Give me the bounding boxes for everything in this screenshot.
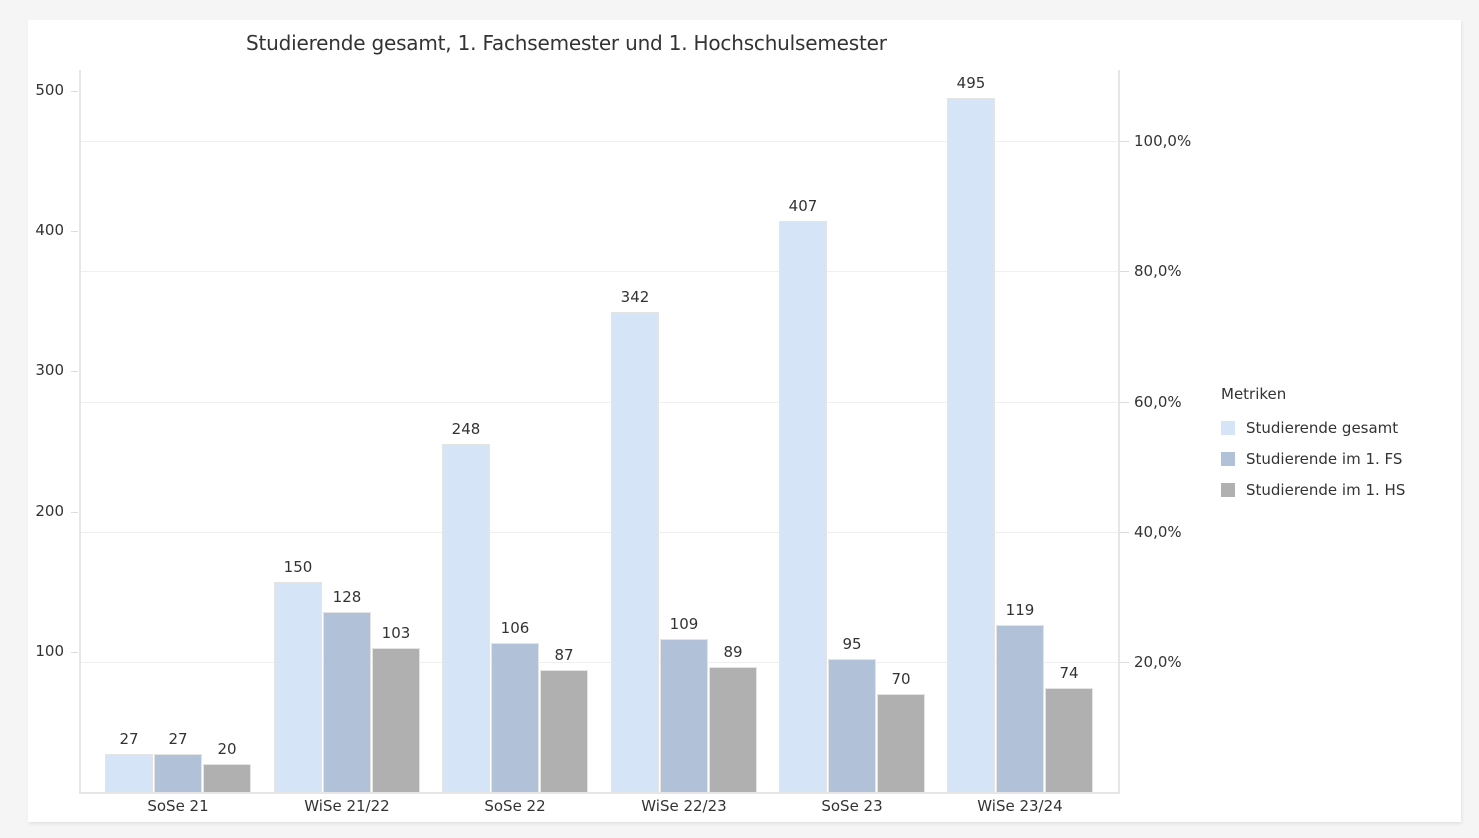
- legend-label: Studierende im 1. HS: [1246, 480, 1406, 499]
- bar-value-label: 109: [669, 615, 699, 634]
- y-tick-mark-left: [71, 91, 78, 92]
- bar-value-label: 106: [500, 619, 530, 638]
- bar-value-label: 20: [217, 739, 237, 758]
- x-tick-label: WiSe 21/22: [304, 797, 390, 815]
- bar-value-label: 103: [381, 623, 411, 642]
- y-tick-label-left: 400: [35, 221, 64, 239]
- bar[interactable]: [491, 643, 539, 792]
- bar[interactable]: [1045, 688, 1093, 792]
- y-tick-mark-left: [71, 231, 78, 232]
- y-tick-mark-left: [71, 652, 78, 653]
- y-tick-mark-left: [71, 371, 78, 372]
- legend-swatch: [1221, 420, 1235, 435]
- bar-value-label: 95: [842, 634, 862, 653]
- bar-value-label: 342: [620, 288, 650, 307]
- bar[interactable]: [323, 612, 371, 792]
- chart-title: Studierende gesamt, 1. Fachsemester und …: [246, 31, 887, 55]
- bar[interactable]: [274, 581, 322, 792]
- y-tick-mark-right: [1120, 662, 1129, 663]
- gridline: [81, 141, 1118, 142]
- y-tick-mark-right: [1120, 271, 1129, 272]
- y-tick-label-right: 80,0%: [1134, 262, 1182, 280]
- y-axis-right-line: [1118, 70, 1120, 794]
- bar-value-label: 407: [788, 197, 818, 216]
- bar-value-label: 87: [554, 645, 574, 664]
- legend-label: Studierende gesamt: [1246, 418, 1399, 437]
- y-tick-mark-right: [1120, 532, 1129, 533]
- bar-value-label: 70: [891, 669, 911, 688]
- bar[interactable]: [203, 763, 251, 792]
- bar[interactable]: [105, 754, 153, 792]
- y-tick-mark-right: [1120, 141, 1129, 142]
- y-tick-label-right: 40,0%: [1134, 523, 1182, 541]
- bar-value-label: 495: [956, 73, 986, 92]
- x-axis-line: [79, 792, 1120, 794]
- x-tick-label: WiSe 22/23: [641, 797, 727, 815]
- y-axis-left-line: [79, 70, 81, 794]
- x-tick-label: SoSe 22: [484, 797, 546, 815]
- legend-item-1-fs[interactable]: Studierende im 1. FS: [1221, 443, 1405, 474]
- bar[interactable]: [947, 97, 995, 792]
- bar[interactable]: [611, 312, 659, 792]
- bar[interactable]: [996, 625, 1044, 792]
- gridline: [81, 402, 1118, 403]
- bar[interactable]: [372, 647, 420, 792]
- y-tick-label-left: 300: [35, 361, 64, 379]
- y-tick-label-right: 20,0%: [1134, 653, 1182, 671]
- legend-item-1-hs[interactable]: Studierende im 1. HS: [1221, 474, 1405, 505]
- y-tick-label-left: 500: [35, 81, 64, 99]
- bar[interactable]: [660, 639, 708, 792]
- y-tick-label-left: 100: [35, 642, 64, 660]
- bar-value-label: 119: [1005, 601, 1035, 620]
- x-tick-label: WiSe 23/24: [977, 797, 1063, 815]
- legend-title: Metriken: [1221, 385, 1287, 403]
- bar[interactable]: [154, 754, 202, 792]
- bar[interactable]: [779, 221, 827, 792]
- bar-value-label: 27: [119, 730, 139, 749]
- bar-value-label: 150: [283, 557, 313, 576]
- y-tick-mark-left: [71, 512, 78, 513]
- bar-value-label: 89: [723, 643, 743, 662]
- x-tick-label: SoSe 21: [147, 797, 209, 815]
- bar[interactable]: [877, 693, 925, 792]
- legend-label: Studierende im 1. FS: [1246, 449, 1403, 468]
- bar-value-label: 248: [451, 420, 481, 439]
- y-tick-label-left: 200: [35, 502, 64, 520]
- bar[interactable]: [828, 658, 876, 792]
- gridline: [81, 662, 1118, 663]
- bar-value-label: 128: [332, 588, 362, 607]
- bar-value-label: 74: [1059, 664, 1079, 683]
- legend: Metriken Studierende gesamt Studierende …: [1221, 385, 1405, 505]
- gridline: [81, 532, 1118, 533]
- bar[interactable]: [442, 444, 490, 792]
- legend-item-gesamt[interactable]: Studierende gesamt: [1221, 412, 1405, 443]
- bar-value-label: 27: [168, 730, 188, 749]
- y-tick-label-right: 100,0%: [1134, 132, 1192, 150]
- y-tick-mark-right: [1120, 402, 1129, 403]
- bar[interactable]: [709, 667, 757, 792]
- legend-swatch: [1221, 482, 1235, 497]
- legend-swatch: [1221, 451, 1235, 466]
- x-tick-label: SoSe 23: [821, 797, 883, 815]
- gridline: [81, 271, 1118, 272]
- y-tick-label-right: 60,0%: [1134, 393, 1182, 411]
- bar[interactable]: [540, 669, 588, 792]
